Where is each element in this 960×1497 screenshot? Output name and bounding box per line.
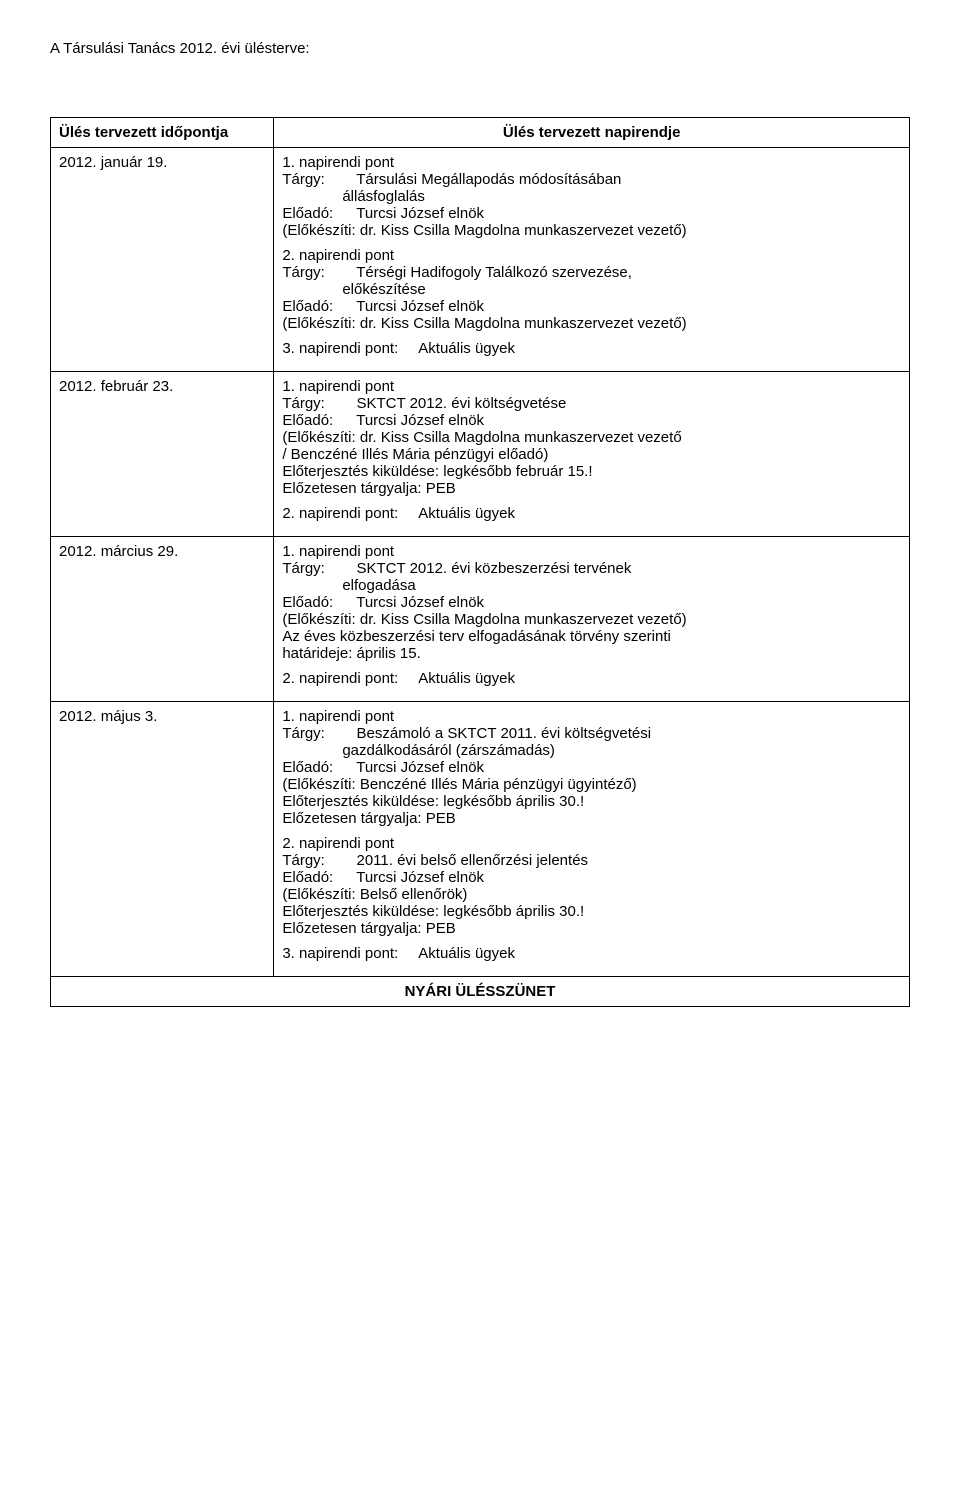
- agenda-item-header: 1. napirendi pont: [282, 708, 901, 725]
- agenda-line: Előzetesen tárgyalja: PEB: [282, 810, 901, 827]
- eloado-label: Előadó:: [282, 594, 352, 611]
- targy-text-cont: gazdálkodásáról (zárszámadás): [282, 742, 901, 759]
- eloado-text: Turcsi József elnök: [356, 205, 484, 222]
- table-row: 2012. február 23. 1. napirendi pont Tárg…: [51, 372, 910, 537]
- agenda-cell: 1. napirendi pont Tárgy: SKTCT 2012. évi…: [274, 537, 910, 702]
- targy-text: SKTCT 2012. évi költségvetése: [357, 395, 567, 412]
- eloado-label: Előadó:: [282, 412, 352, 429]
- agenda-item-text: Aktuális ügyek: [418, 505, 515, 522]
- agenda-item-label: 2. napirendi pont:: [282, 505, 398, 522]
- elokesziti-text: (Előkészíti: Belső ellenőrök): [282, 886, 901, 903]
- elokesziti-text: (Előkészíti: Benczéné Illés Mária pénzüg…: [282, 776, 901, 793]
- date-cell: 2012. március 29.: [51, 537, 274, 702]
- agenda-cell: 1. napirendi pont Tárgy: Beszámoló a SKT…: [274, 702, 910, 977]
- agenda-line: Előzetesen tárgyalja: PEB: [282, 480, 901, 497]
- agenda-line: Az éves közbeszerzési terv elfogadásának…: [282, 628, 901, 645]
- targy-text-cont: elfogadása: [282, 577, 901, 594]
- table-row: 2012. május 3. 1. napirendi pont Tárgy: …: [51, 702, 910, 977]
- targy-label: Tárgy:: [282, 264, 352, 281]
- targy-label: Tárgy:: [282, 725, 352, 742]
- targy-text: Beszámoló a SKTCT 2011. évi költségvetés…: [357, 725, 652, 742]
- elokesziti-text: (Előkészíti: dr. Kiss Csilla Magdolna mu…: [282, 611, 901, 628]
- table-header-row: Ülés tervezett időpontja Ülés tervezett …: [51, 118, 910, 148]
- schedule-table: Ülés tervezett időpontja Ülés tervezett …: [50, 117, 910, 1007]
- header-left: Ülés tervezett időpontja: [51, 118, 274, 148]
- agenda-line: határideje: április 15.: [282, 645, 901, 662]
- targy-text-cont: állásfoglalás: [282, 188, 901, 205]
- eloado-label: Előadó:: [282, 298, 352, 315]
- agenda-line: Előterjesztés kiküldése: legkésőbb ápril…: [282, 793, 901, 810]
- agenda-line: / Benczéné Illés Mária pénzügyi előadó): [282, 446, 901, 463]
- targy-text: 2011. évi belső ellenőrzési jelentés: [357, 852, 589, 869]
- agenda-item-label: 2. napirendi pont:: [282, 670, 398, 687]
- elokesziti-text: (Előkészíti: dr. Kiss Csilla Magdolna mu…: [282, 315, 901, 332]
- agenda-item-header: 1. napirendi pont: [282, 378, 901, 395]
- agenda-line: Előterjesztés kiküldése: legkésőbb febru…: [282, 463, 901, 480]
- targy-text-cont: előkészítése: [282, 281, 901, 298]
- targy-label: Tárgy:: [282, 852, 352, 869]
- agenda-item-header: 2. napirendi pont: [282, 247, 901, 264]
- agenda-item-header: 2. napirendi pont: [282, 835, 901, 852]
- table-row: 2012. január 19. 1. napirendi pont Tárgy…: [51, 148, 910, 372]
- agenda-item-text: Aktuális ügyek: [418, 340, 515, 357]
- targy-label: Tárgy:: [282, 171, 352, 188]
- agenda-item-label: 3. napirendi pont:: [282, 340, 398, 357]
- document-title: A Társulási Tanács 2012. évi ülésterve:: [50, 40, 910, 57]
- eloado-text: Turcsi József elnök: [356, 759, 484, 776]
- targy-label: Tárgy:: [282, 395, 352, 412]
- agenda-line: Előzetesen tárgyalja: PEB: [282, 920, 901, 937]
- agenda-item-header: 1. napirendi pont: [282, 154, 901, 171]
- agenda-item-text: Aktuális ügyek: [418, 945, 515, 962]
- eloado-text: Turcsi József elnök: [356, 594, 484, 611]
- targy-text: SKTCT 2012. évi közbeszerzési tervének: [357, 560, 632, 577]
- date-cell: 2012. május 3.: [51, 702, 274, 977]
- table-footer-row: NYÁRI ÜLÉSSZÜNET: [51, 977, 910, 1007]
- header-right: Ülés tervezett napirendje: [274, 118, 910, 148]
- targy-text: Térségi Hadifogoly Találkozó szervezése,: [356, 264, 632, 281]
- eloado-text: Turcsi József elnök: [356, 869, 484, 886]
- eloado-text: Turcsi József elnök: [356, 412, 484, 429]
- agenda-line: Előterjesztés kiküldése: legkésőbb ápril…: [282, 903, 901, 920]
- eloado-label: Előadó:: [282, 759, 352, 776]
- elokesziti-text: (Előkészíti: dr. Kiss Csilla Magdolna mu…: [282, 429, 901, 446]
- eloado-label: Előadó:: [282, 205, 352, 222]
- table-row: 2012. március 29. 1. napirendi pont Tárg…: [51, 537, 910, 702]
- agenda-item-text: Aktuális ügyek: [418, 670, 515, 687]
- targy-text: Társulási Megállapodás módosításában: [356, 171, 621, 188]
- agenda-cell: 1. napirendi pont Tárgy: Társulási Megál…: [274, 148, 910, 372]
- elokesziti-text: (Előkészíti: dr. Kiss Csilla Magdolna mu…: [282, 222, 901, 239]
- date-cell: 2012. február 23.: [51, 372, 274, 537]
- eloado-label: Előadó:: [282, 869, 352, 886]
- agenda-item-label: 3. napirendi pont:: [282, 945, 398, 962]
- targy-label: Tárgy:: [282, 560, 352, 577]
- agenda-item-header: 1. napirendi pont: [282, 543, 901, 560]
- agenda-cell: 1. napirendi pont Tárgy: SKTCT 2012. évi…: [274, 372, 910, 537]
- date-cell: 2012. január 19.: [51, 148, 274, 372]
- footer-cell: NYÁRI ÜLÉSSZÜNET: [51, 977, 910, 1007]
- eloado-text: Turcsi József elnök: [356, 298, 484, 315]
